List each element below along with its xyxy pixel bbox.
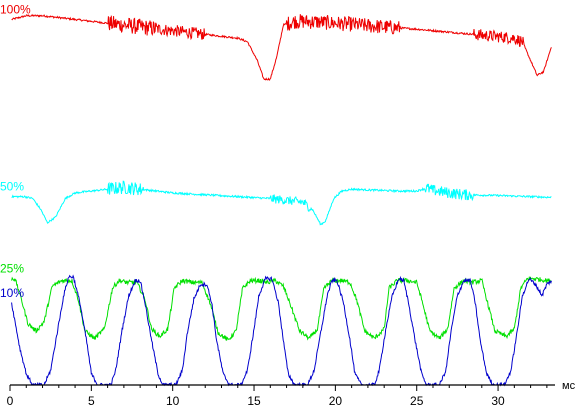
x-ticks: 0 5 10 15 20 25 30 xyxy=(7,385,548,408)
x-tick-label: 20 xyxy=(329,394,343,408)
series-label-2: 50% xyxy=(0,180,24,194)
x-tick-label: 5 xyxy=(88,394,95,408)
x-tick-label: 15 xyxy=(247,394,261,408)
series-line-10 xyxy=(11,274,552,387)
series-label-3: 25% xyxy=(0,262,24,276)
series-line-100 xyxy=(11,13,552,81)
series-label-1: 100% xyxy=(0,3,31,17)
series-layer xyxy=(11,13,552,387)
series-label-4: 10% xyxy=(0,286,24,300)
x-tick-label: 10 xyxy=(166,394,180,408)
series-labels: 100% 50% 25% 10% xyxy=(0,3,31,300)
series-line-25 xyxy=(11,275,552,341)
x-tick-label: 30 xyxy=(491,394,505,408)
x-tick-label: 0 xyxy=(7,394,14,408)
x-tick-label: 25 xyxy=(410,394,424,408)
x-unit-label: мс xyxy=(562,380,576,392)
series-line-50 xyxy=(11,180,552,226)
